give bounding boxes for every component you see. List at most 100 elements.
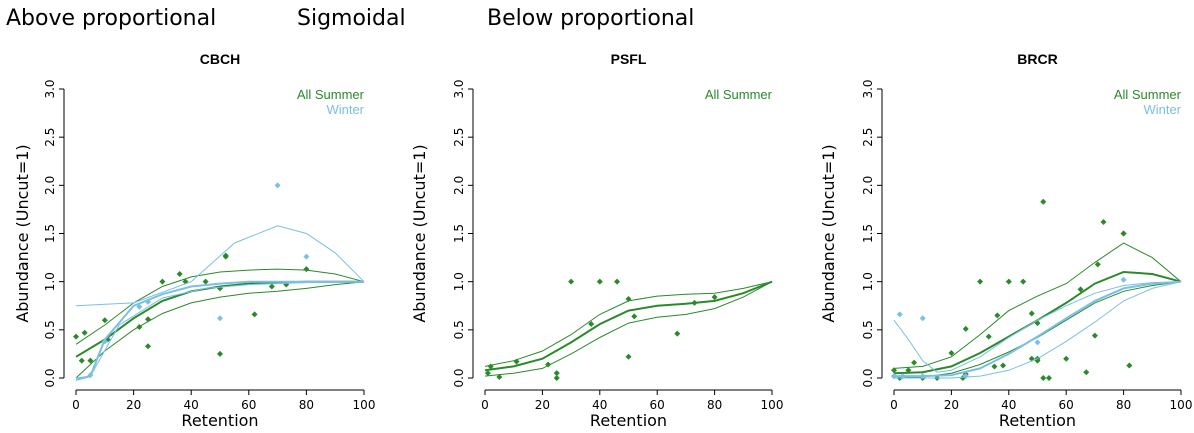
data-point-all-summer [1045,375,1052,381]
data-point-all-summer [1120,230,1127,237]
legend-entry-all-summer: All Summer [297,87,365,102]
y-tick-label: 2.0 [452,176,466,195]
y-tick-label: 2.0 [861,176,875,195]
data-point-winter [891,373,897,380]
x-tick-label: 60 [1059,398,1074,412]
data-point-winter [899,373,906,380]
data-point-all-summer [87,357,94,364]
data-point-all-summer [1040,198,1047,205]
data-point-all-summer [513,358,520,365]
chart-title: PSFL [611,51,647,67]
ci-upper-all-summer [484,281,773,367]
data-point-all-summer [625,353,632,360]
data-point-all-summer [1077,286,1084,293]
legend-entry-all-summer: All Summer [1114,87,1182,102]
data-point-all-summer [251,311,258,318]
y-tick-label: 1.0 [43,272,57,291]
data-point-all-summer [1020,278,1027,285]
data-point-all-summer [588,321,595,328]
y-tick-label: 2.5 [861,128,875,147]
data-point-winter [896,311,903,318]
data-point-all-summer [1126,362,1133,369]
data-point-all-summer [487,363,494,370]
data-point-winter [217,315,223,322]
data-point-all-summer [625,296,632,303]
y-tick-label: 2.5 [452,128,466,147]
y-tick-label: 1.5 [452,224,466,243]
data-point-all-summer [691,299,698,306]
data-point-winter [919,315,926,322]
x-tick-label: 100 [1170,398,1193,412]
x-tick-label: 60 [241,398,256,412]
legend-entry-winter: Winter [1143,102,1181,117]
x-tick-label: 40 [592,398,607,412]
x-axis-label: Retention [999,411,1076,430]
data-point-all-summer [496,374,503,381]
x-tick-label: 40 [1001,398,1016,412]
x-tick-label: 80 [707,398,722,412]
data-point-all-summer [631,313,638,320]
y-tick-label: 1.0 [452,272,466,291]
data-point-winter [136,303,143,310]
x-tick-label: 0 [890,398,898,412]
x-tick-label: 40 [184,398,199,412]
data-point-all-summer [222,252,229,259]
y-tick-label: 1.5 [861,224,875,243]
y-tick-label: 3.0 [861,79,875,98]
chart-title: CBCH [200,51,240,67]
x-tick-label: 100 [761,398,784,412]
data-point-all-summer [81,329,88,336]
x-axis-label: Retention [590,411,667,430]
data-point-all-summer [962,325,969,332]
y-tick-label: 0.5 [452,320,466,339]
data-point-all-summer [545,361,552,368]
data-point-all-summer [1094,261,1101,268]
y-tick-label: 0.5 [43,320,57,339]
data-point-all-summer [674,330,681,337]
y-tick-label: 3.0 [43,79,57,98]
data-point-all-summer [268,283,275,290]
data-point-all-summer [905,367,912,374]
chart-panel-cbch: CBCH 0 20 40 60 80 100 Retention 0.0 0.5 1.0 1.5 2.0… [13,51,375,430]
data-point-all-summer [553,370,560,377]
data-point-all-summer [1005,278,1012,285]
data-point-all-summer [891,367,897,374]
x-tick-label: 80 [1116,398,1131,412]
x-tick-label: 80 [299,398,314,412]
data-point-all-summer [553,375,560,381]
data-point-all-summer [1091,332,1098,339]
data-point-all-summer [985,333,992,340]
x-axis-label: Retention [181,411,258,430]
data-point-all-summer [568,278,575,285]
y-axis-label: Abundance (Uncut=1) [410,144,429,322]
legend-entry-winter: Winter [326,102,364,117]
y-tick-label: 2.0 [43,176,57,195]
data-point-winter [101,338,108,345]
data-point-all-summer [484,370,491,377]
data-point-all-summer [1040,375,1047,381]
x-tick-label: 20 [126,398,141,412]
data-point-winter [1120,276,1127,283]
data-point-all-summer [145,343,151,350]
x-tick-label: 0 [481,398,489,412]
heading-sigmoidal: Sigmoidal [297,6,406,31]
data-point-all-summer [911,359,918,366]
fit-line-winter [894,280,1182,378]
data-point-winter [274,182,281,189]
data-point-all-summer [1063,355,1070,362]
data-point-all-summer [1028,310,1035,317]
y-tick-label: 0.0 [861,368,875,387]
data-point-all-summer [145,316,151,323]
y-tick-label: 2.5 [43,128,57,147]
x-tick-label: 0 [72,398,80,412]
ci-upper-all-summer [893,242,1182,369]
ci-lower-all-summer [484,281,773,377]
data-point-all-summer [994,312,1001,319]
data-point-all-summer [1100,218,1107,225]
data-point-all-summer [977,278,984,285]
data-point-all-summer [948,349,955,356]
data-point-all-summer [1083,369,1090,376]
data-point-winter [962,373,969,380]
data-point-all-summer [73,333,79,340]
